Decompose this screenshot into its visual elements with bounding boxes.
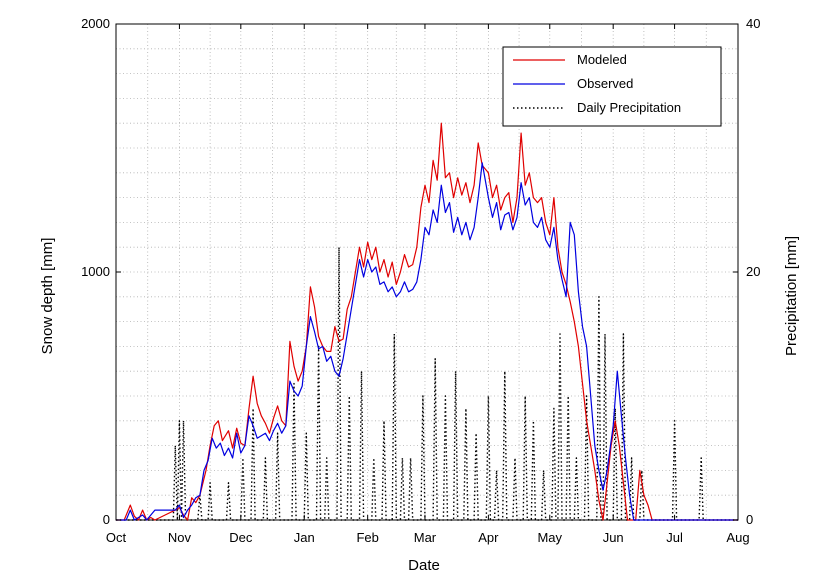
x-tick-mar: Mar bbox=[414, 530, 437, 545]
x-tick-jun: Jun bbox=[603, 530, 624, 545]
x-axis-title: Date bbox=[408, 557, 440, 574]
x-tick-dec: Dec bbox=[229, 530, 253, 545]
left-y-tick-2000: 2000 bbox=[81, 16, 110, 31]
right-y-tick-40: 40 bbox=[746, 16, 760, 31]
x-tick-oct: Oct bbox=[106, 530, 127, 545]
series-line-modeled bbox=[116, 122, 738, 521]
left-y-tick-1000: 1000 bbox=[81, 264, 110, 279]
tick-marks bbox=[115, 23, 739, 521]
legend-label-precipitation: Daily Precipitation bbox=[577, 100, 681, 115]
x-tick-apr: Apr bbox=[478, 530, 499, 545]
legend-entry-modeled: Modeled bbox=[513, 52, 627, 67]
left-y-tick-labels: 0 1000 2000 bbox=[81, 16, 110, 527]
legend-label-modeled: Modeled bbox=[577, 52, 627, 67]
legend-label-observed: Observed bbox=[577, 76, 633, 91]
x-tick-jul: Jul bbox=[666, 530, 683, 545]
x-tick-jan: Jan bbox=[294, 530, 315, 545]
right-y-tick-20: 20 bbox=[746, 264, 760, 279]
legend-entry-observed: Observed bbox=[513, 76, 633, 91]
series-layer bbox=[116, 122, 738, 521]
series-line-observed bbox=[116, 162, 738, 521]
x-tick-may: May bbox=[537, 530, 562, 545]
legend-entry-precipitation: Daily Precipitation bbox=[513, 100, 681, 115]
x-tick-nov: Nov bbox=[168, 530, 192, 545]
series-line-daily-precipitation bbox=[116, 246, 738, 521]
x-tick-aug: Aug bbox=[726, 530, 749, 545]
left-y-axis-title: Snow depth [mm] bbox=[39, 238, 56, 355]
right-y-tick-labels: 0 20 40 bbox=[746, 16, 760, 527]
x-tick-labels: Oct Nov Dec Jan Feb Mar Apr May Jun Jul … bbox=[106, 530, 750, 545]
x-tick-feb: Feb bbox=[356, 530, 378, 545]
right-y-axis-title: Precipitation [mm] bbox=[783, 236, 800, 356]
right-y-tick-0: 0 bbox=[746, 512, 753, 527]
left-y-tick-0: 0 bbox=[103, 512, 110, 527]
legend: Modeled Observed Daily Precipitation bbox=[502, 46, 722, 127]
